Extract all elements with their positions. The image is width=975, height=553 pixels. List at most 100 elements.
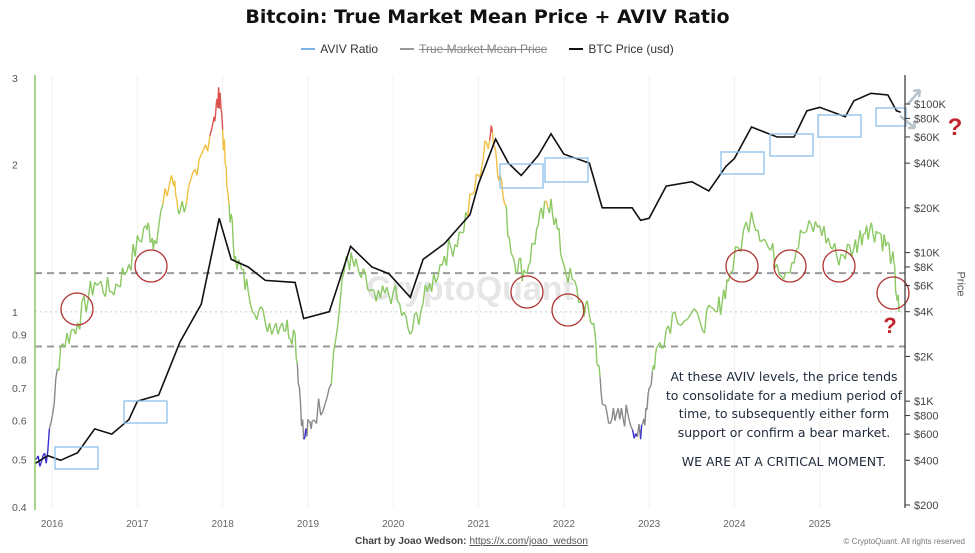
aviv-ratio-segment [491, 132, 495, 145]
aviv-ratio-segment [356, 266, 360, 274]
left-tick-label: 0.8 [12, 354, 27, 366]
aviv-ratio-segment [288, 337, 291, 340]
aviv-ratio-segment [523, 269, 527, 274]
aviv-ratio-segment [703, 310, 708, 334]
aviv-ratio-segment [225, 165, 228, 187]
aviv-ratio-segment [473, 174, 478, 193]
aviv-ratio-segment [812, 221, 817, 233]
up-arrow-icon [907, 88, 922, 105]
aviv-ratio-segment [482, 140, 486, 159]
aviv-ratio-segment [833, 242, 838, 257]
aviv-ratio-segment [403, 311, 407, 317]
aviv-ratio-segment [226, 186, 229, 194]
x-tick-label: 2019 [297, 519, 320, 530]
aviv-ratio-segment [757, 229, 761, 242]
aviv-ratio-segment [96, 282, 100, 286]
aviv-ratio-segment [782, 272, 787, 280]
aviv-ratio-segment [115, 283, 119, 287]
aviv-ratio-segment [236, 259, 240, 270]
aviv-ratio-segment [221, 113, 224, 130]
aviv-ratio-segment [268, 322, 273, 335]
aviv-ratio-segment [85, 298, 90, 313]
aviv-ratio-segment [529, 243, 533, 263]
aviv-ratio-segment [586, 300, 590, 313]
aviv-ratio-segment [793, 250, 797, 264]
legend-item-aviv[interactable]: AVIV Ratio [301, 42, 378, 56]
aviv-ratio-segment [371, 288, 375, 292]
aviv-ratio-segment [510, 252, 514, 257]
aviv-ratio-segment [604, 404, 608, 414]
aviv-ratio-segment [332, 339, 337, 353]
aviv-ratio-segment [242, 268, 246, 290]
aviv-ratio-segment [521, 269, 525, 282]
legend: AVIV Ratio True Market Mean Price BTC Pr… [0, 42, 975, 56]
legend-item-btc-price[interactable]: BTC Price (usd) [569, 42, 674, 56]
aviv-ratio-segment [797, 229, 802, 248]
aviv-ratio-segment [656, 346, 659, 349]
aviv-ratio-segment [505, 205, 509, 237]
aviv-ratio-segment [360, 268, 365, 278]
aviv-ratio-segment [630, 426, 634, 431]
aviv-ratio-segment [45, 451, 49, 464]
aviv-ratio-segment [369, 288, 373, 292]
aviv-ratio-segment [765, 242, 770, 249]
annotation-emphasis: WE ARE AT A CRITICAL MOMENT. [681, 454, 887, 469]
aviv-ratio-segment [763, 238, 767, 244]
aviv-ratio-segment [856, 240, 860, 253]
aviv-ratio-segment [838, 254, 842, 266]
aviv-ratio-segment [732, 246, 737, 271]
aviv-ratio-segment [390, 291, 394, 305]
aviv-ratio-segment [64, 333, 68, 348]
aviv-ratio-segment [83, 295, 87, 313]
aviv-ratio-segment [674, 311, 679, 324]
aviv-ratio-segment [644, 408, 647, 426]
aviv-ratio-segment [367, 288, 371, 292]
aviv-ratio-segment [140, 227, 145, 243]
aviv-ratio-segment [545, 201, 549, 209]
legend-item-true-market-mean[interactable]: True Market Mean Price [400, 42, 547, 56]
aviv-ratio-segment [823, 226, 827, 244]
aviv-ratio-segment [168, 175, 173, 186]
aviv-ratio-segment [322, 404, 326, 412]
annotation-text: At these AVIV levels, the price tends to… [665, 369, 903, 440]
consolidation-box [720, 151, 765, 175]
aviv-ratio-segment [710, 306, 714, 309]
aviv-ratio-segment [892, 251, 895, 263]
aviv-ratio-segment [200, 149, 205, 155]
aviv-ratio-segment [561, 259, 565, 265]
consolidation-box [544, 157, 589, 183]
right-axis-label: Price [954, 271, 967, 297]
aviv-ratio-segment [326, 387, 330, 398]
consolidation-box [769, 133, 814, 157]
aviv-ratio-segment [729, 270, 734, 274]
aviv-ratio-segment [386, 286, 390, 296]
aviv-ratio-segment [614, 413, 618, 421]
aviv-ratio-segment [315, 398, 320, 424]
aviv-ratio-segment [348, 252, 352, 271]
aviv-ratio-segment [867, 228, 871, 240]
aviv-ratio-segment [680, 320, 685, 326]
aviv-ratio-segment [583, 304, 587, 317]
aviv-ratio-segment [452, 244, 456, 257]
aviv-ratio-segment [170, 175, 174, 181]
aviv-ratio-segment [476, 173, 479, 176]
aviv-ratio-segment [260, 306, 264, 311]
right-tick-label: $20K [914, 203, 940, 215]
aviv-ratio-segment [430, 273, 435, 292]
right-tick-label: $100K [914, 99, 946, 111]
aviv-ratio-segment [119, 267, 124, 288]
aviv-ratio-segment [339, 278, 343, 305]
aviv-ratio-segment [330, 352, 335, 384]
consolidation-box [817, 114, 862, 138]
aviv-ratio-segment [214, 113, 217, 122]
aviv-ratio-segment [100, 281, 104, 293]
aviv-ratio-segment [39, 461, 43, 467]
aviv-ratio-segment [68, 330, 72, 344]
aviv-ratio-segment [606, 412, 610, 424]
credit-link[interactable]: https://x.com/joao_wedson [469, 536, 588, 547]
aviv-ratio-segment [183, 203, 188, 213]
aviv-ratio-segment [623, 404, 627, 427]
aviv-ratio-segment [262, 310, 266, 323]
aviv-ratio-segment [185, 186, 190, 205]
support-circle [510, 275, 544, 309]
